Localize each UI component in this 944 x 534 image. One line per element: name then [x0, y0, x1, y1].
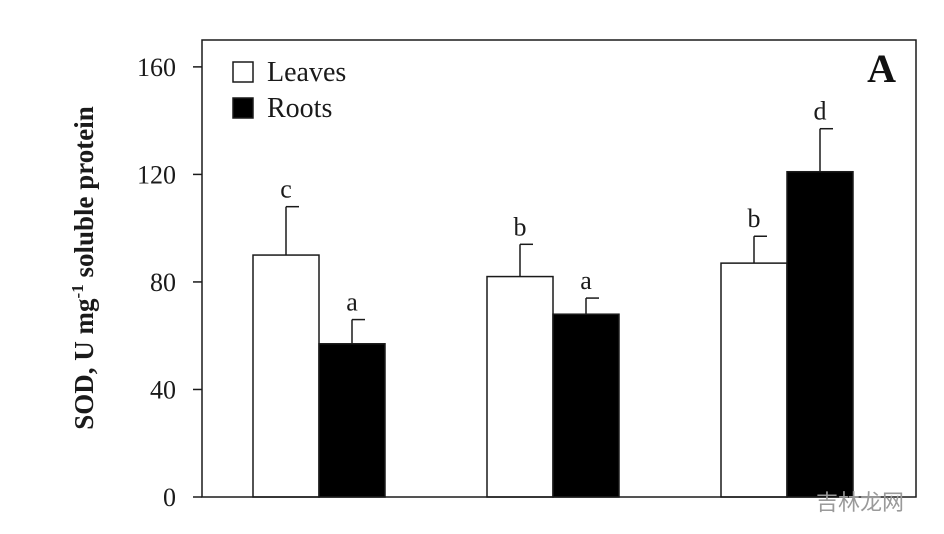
y-tick-label: 120 [137, 160, 176, 189]
y-axis-label: SOD, U mg-1 soluble protein [68, 106, 99, 429]
plot-border [201, 39, 917, 498]
legend-entry: Leaves [267, 57, 346, 88]
y-axis-label-tail: soluble protein [69, 106, 99, 284]
legend-swatch [232, 61, 254, 83]
plot-frame [201, 39, 917, 498]
svg-text:SOD, U mg-1 soluble protein: SOD, U mg-1 soluble protein [68, 106, 99, 429]
bar-leaves [486, 275, 554, 498]
bar-roots [552, 313, 620, 498]
y-axis-label-sup: -1 [68, 284, 87, 298]
bar-leaves [252, 254, 320, 498]
panel-label: A [867, 46, 896, 91]
y-tick-label: 0 [163, 483, 176, 512]
y-tick-label: 80 [150, 268, 176, 297]
bar-roots [786, 170, 854, 498]
significance-label: c [280, 175, 292, 204]
y-axis-ticks: 0 40 80 120 160 [137, 53, 202, 512]
significance-label: a [346, 288, 358, 317]
bar-roots [318, 343, 386, 498]
significance-label: a [580, 266, 592, 295]
significance-label: d [814, 97, 827, 126]
significance-label: b [514, 212, 527, 241]
legend-entry: Roots [267, 93, 332, 124]
y-axis-label-main: SOD, U mg [69, 298, 99, 430]
legend-swatch [232, 97, 254, 119]
bars: c b b a a d [252, 97, 854, 498]
legend: Leaves Roots [232, 57, 346, 124]
y-tick-label: 40 [150, 375, 176, 404]
y-tick-label: 160 [137, 53, 176, 82]
significance-label: b [748, 204, 761, 233]
bar-leaves [720, 262, 788, 498]
watermark-text: 吉林龙网 [816, 491, 904, 516]
